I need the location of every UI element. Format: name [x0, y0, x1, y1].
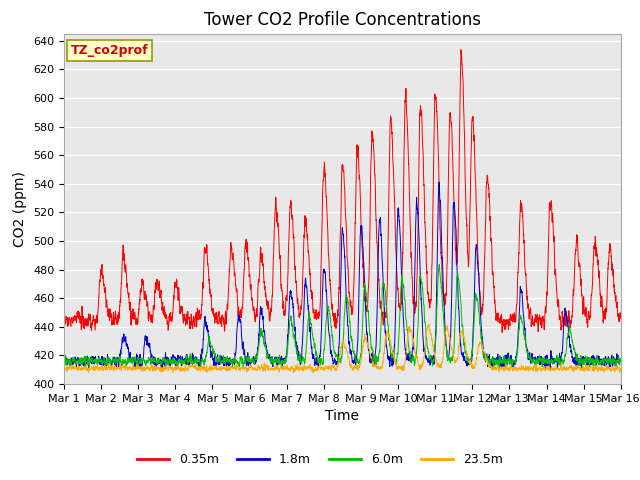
23.5m	[84, 370, 92, 375]
1.8m	[180, 357, 188, 363]
6.0m	[179, 359, 187, 364]
23.5m	[60, 366, 68, 372]
1.8m	[406, 357, 414, 363]
Line: 23.5m: 23.5m	[64, 324, 621, 372]
6.0m	[617, 359, 625, 364]
Title: Tower CO2 Profile Concentrations: Tower CO2 Profile Concentrations	[204, 11, 481, 29]
0.35m	[499, 330, 506, 336]
6.0m	[495, 365, 503, 371]
1.8m	[617, 357, 625, 362]
Y-axis label: CO2 (ppm): CO2 (ppm)	[13, 171, 28, 247]
23.5m	[216, 364, 223, 370]
X-axis label: Time: Time	[325, 409, 360, 423]
23.5m	[617, 365, 625, 371]
1.8m	[617, 359, 625, 365]
Line: 6.0m: 6.0m	[64, 264, 621, 368]
Text: TZ_co2prof: TZ_co2prof	[70, 44, 148, 57]
23.5m	[425, 321, 433, 327]
0.35m	[179, 320, 187, 325]
Line: 1.8m: 1.8m	[64, 182, 621, 370]
6.0m	[406, 351, 414, 357]
23.5m	[406, 327, 414, 333]
1.8m	[564, 324, 572, 329]
0.35m	[397, 306, 404, 312]
0.35m	[457, 47, 465, 53]
23.5m	[564, 365, 572, 371]
0.35m	[564, 318, 572, 324]
1.8m	[435, 179, 443, 185]
23.5m	[617, 366, 625, 372]
0.35m	[406, 224, 414, 229]
0.35m	[617, 315, 625, 321]
0.35m	[617, 314, 625, 320]
23.5m	[397, 364, 404, 370]
6.0m	[60, 359, 68, 365]
Legend: 0.35m, 1.8m, 6.0m, 23.5m: 0.35m, 1.8m, 6.0m, 23.5m	[132, 448, 508, 471]
6.0m	[617, 359, 625, 364]
0.35m	[216, 317, 223, 323]
23.5m	[180, 367, 188, 373]
0.35m	[60, 320, 68, 326]
6.0m	[435, 262, 443, 267]
1.8m	[397, 249, 404, 255]
6.0m	[397, 290, 404, 296]
6.0m	[216, 354, 223, 360]
1.8m	[216, 360, 223, 366]
Line: 0.35m: 0.35m	[64, 50, 621, 333]
6.0m	[564, 330, 572, 336]
1.8m	[60, 358, 68, 364]
1.8m	[172, 367, 180, 372]
